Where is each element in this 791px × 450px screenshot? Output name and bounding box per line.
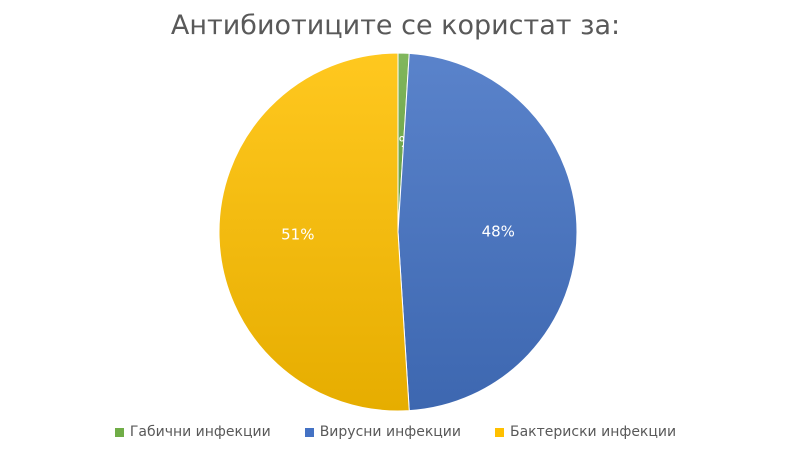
pie-slice-bacterial — [218, 52, 410, 412]
legend-swatch-fungal — [114, 427, 124, 437]
data-label-viral: 48% — [482, 223, 515, 241]
legend-swatch-bacterial — [495, 427, 504, 437]
legend-swatch-viral — [304, 427, 314, 437]
legend: Габични инфекции Вирусни инфекции Бактер… — [0, 424, 791, 440]
data-label-bacterial: 51% — [281, 226, 314, 244]
legend-label-bacterial: Бактериски инфекции — [510, 424, 677, 440]
chart-title: Антибиотиците се користат за: — [170, 10, 621, 41]
legend-item-viral: Вирусни инфекции — [304, 424, 461, 440]
legend-label-fungal: Габични инфекции — [129, 424, 271, 440]
pie-slice-viral — [397, 52, 578, 412]
legend-item-bacterial: Бактериски инфекции — [495, 424, 676, 440]
legend-label-viral: Вирусни инфекции — [319, 424, 461, 440]
legend-item-fungal: Габични инфекции — [114, 424, 271, 440]
